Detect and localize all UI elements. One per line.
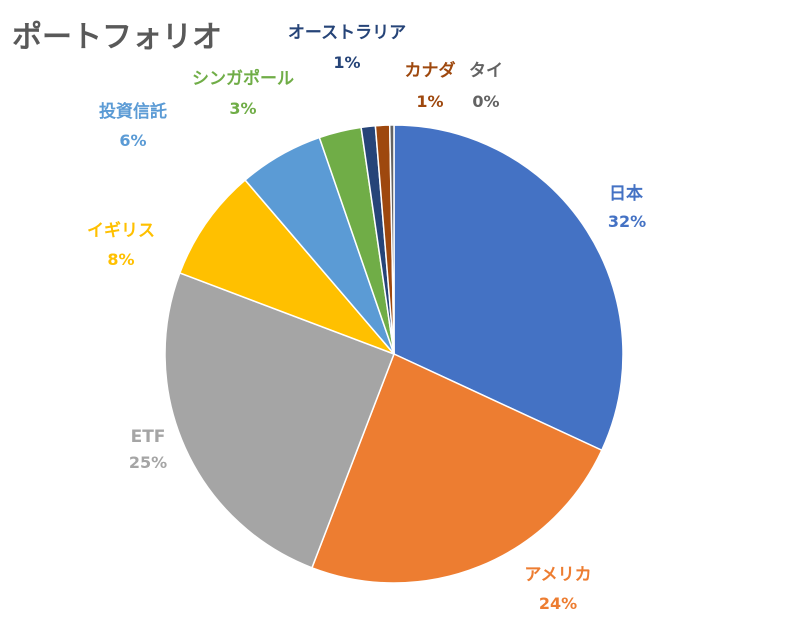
slice-label-name-6: オーストラリア xyxy=(288,23,406,43)
slice-label-name-3: イギリス xyxy=(87,221,155,241)
slice-label-percent-6: 1% xyxy=(333,53,360,72)
slice-label-percent-7: 1% xyxy=(416,92,443,111)
pie-slice-0 xyxy=(393,124,624,452)
slice-label-percent-8: 0% xyxy=(472,92,499,111)
slice-label-percent-2: 25% xyxy=(129,453,167,472)
chart-title: ポートフォリオ xyxy=(12,20,222,55)
slice-label-percent-3: 8% xyxy=(107,250,134,269)
slice-label-percent-1: 24% xyxy=(539,594,577,613)
pie-slice-1 xyxy=(310,352,603,584)
slice-label-percent-0: 32% xyxy=(608,212,646,231)
slice-label-name-8: タイ xyxy=(469,61,503,81)
pie-slice-2 xyxy=(164,271,395,569)
pie-slice-3 xyxy=(178,178,395,355)
slice-label-name-0: 日本 xyxy=(609,183,643,204)
slice-label-name-4: 投資信託 xyxy=(99,101,167,122)
slice-label-name-7: カナダ xyxy=(405,60,456,81)
slice-label-percent-4: 6% xyxy=(119,131,146,150)
pie-slice-8 xyxy=(388,124,395,355)
slice-label-name-1: アメリカ xyxy=(524,565,591,585)
slice-label-name-2: ETF xyxy=(131,427,166,447)
slice-label-percent-5: 3% xyxy=(229,99,256,118)
slice-label-name-5: シンガポール xyxy=(192,68,294,89)
